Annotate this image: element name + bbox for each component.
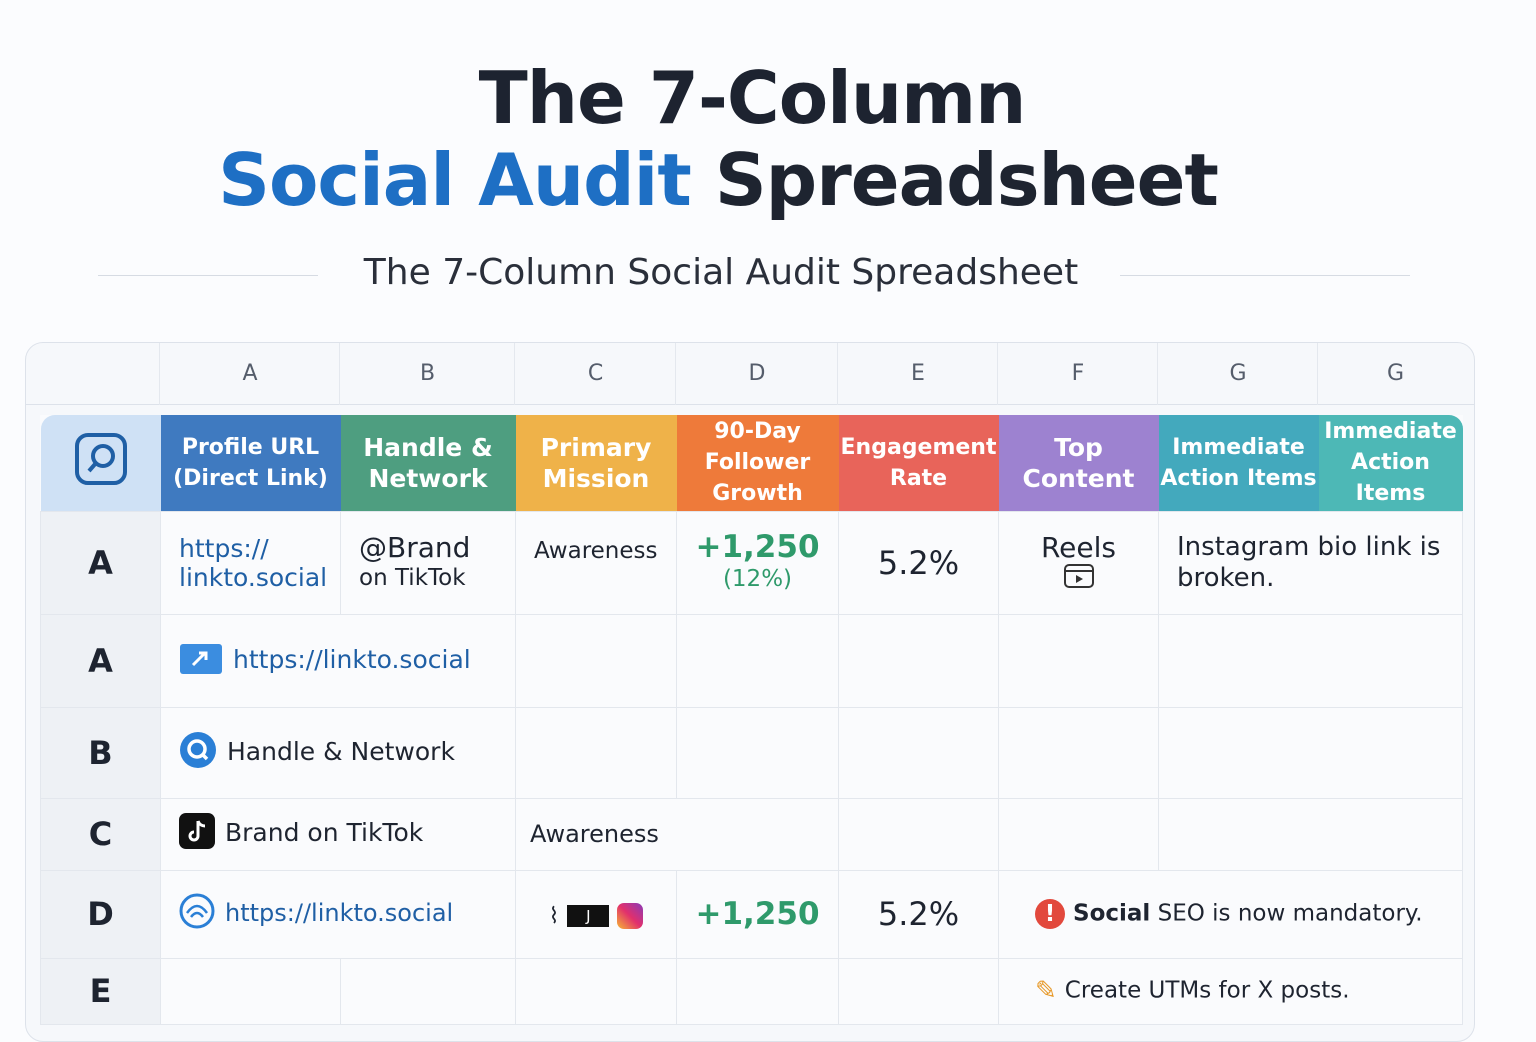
engagement-rate: 5.2% [838, 869, 999, 959]
growth-pct: (12%) [722, 565, 793, 592]
col-letter[interactable]: E [911, 361, 925, 386]
instagram-icon [617, 902, 644, 929]
row-label[interactable]: A [40, 613, 161, 708]
header-follower-growth[interactable]: 90-Day Follower Growth [676, 415, 839, 511]
handle: @Brand [359, 530, 471, 564]
row-label[interactable]: C [40, 797, 161, 871]
tiktok-icon [179, 813, 215, 855]
engagement-rate: 5.2% [838, 510, 999, 615]
action-bold: Social [1073, 900, 1151, 927]
action-item: Create UTMs for X posts. [1064, 977, 1350, 1004]
table-row: C Brand on TikTok Awareness [40, 797, 1463, 871]
header-handle-network[interactable]: Handle & Network [340, 415, 516, 511]
divider [1120, 275, 1410, 276]
table-row: D https://linkto.social ⌇ J +1,250 5.2% … [40, 869, 1463, 959]
title-accent: Social Audit [218, 138, 692, 222]
mission: Awareness [515, 797, 839, 871]
header-row: Profile URL (Direct Link) Handle & Netwo… [40, 415, 1463, 511]
growth: +1,250 [695, 528, 820, 565]
row-label[interactable]: E [40, 957, 161, 1025]
header-engagement-rate[interactable]: Engagement Rate [838, 415, 999, 511]
header-primary-mission[interactable]: Primary Mission [515, 415, 677, 511]
col-letter[interactable]: D [748, 361, 766, 386]
header-profile-url[interactable]: Profile URL (Direct Link) [160, 415, 341, 511]
profile-url-link[interactable]: https:// linkto.social [160, 510, 341, 615]
col-letter[interactable]: A [242, 361, 258, 386]
col-letter[interactable]: F [1071, 361, 1085, 386]
col-letter[interactable]: C [587, 361, 604, 386]
audit-table: Profile URL (Direct Link) Handle & Netwo… [40, 415, 1463, 1025]
profile-url-link[interactable]: https://linkto.social [225, 899, 454, 927]
top-content: Reels [1040, 531, 1117, 564]
handle-network-text: Handle & Network [227, 736, 455, 766]
column-letters: A B C D E F G G [25, 343, 1475, 405]
header-action-items-2[interactable]: Immediate Action Items [1318, 415, 1463, 511]
title-line1: The 7-Column [478, 56, 1027, 140]
action-item: Instagram bio link is broken. [1158, 510, 1463, 615]
clip-icon: ⌇ [548, 903, 560, 929]
table-row: E ✎ Create UTMs for X posts. [40, 957, 1463, 1025]
col-letter[interactable]: G [1386, 361, 1405, 386]
video-icon [1017, 564, 1140, 594]
search-icon[interactable] [40, 415, 161, 511]
row-label[interactable]: A [40, 510, 161, 615]
link-icon [179, 641, 223, 681]
header-action-items[interactable]: Immediate Action Items [1158, 415, 1319, 511]
table-row: A https:// linkto.social @Brand on TikTok… [40, 510, 1463, 615]
table-row: A https://linkto.social [40, 613, 1463, 708]
pencil-icon: ✎ [1035, 976, 1057, 1006]
growth: +1,250 [676, 869, 839, 959]
alert-icon: ! [1035, 899, 1065, 929]
divider [98, 275, 318, 276]
search-circle-icon [179, 731, 217, 775]
tiktok-text: Brand on TikTok [225, 818, 424, 847]
network: on TikTok [359, 564, 466, 591]
subtitle: The 7-Column Social Audit Spreadsheet [363, 252, 1079, 293]
col-letter[interactable]: G [1229, 361, 1247, 386]
action-item: SEO is now mandatory. [1150, 900, 1423, 927]
globe-icon [179, 893, 215, 935]
table-row: B Handle & Network [40, 706, 1463, 799]
header-top-content[interactable]: Top Content [998, 415, 1159, 511]
title-rest: Spreadsheet [714, 138, 1219, 222]
capcut-icon: J [567, 904, 610, 927]
row-label[interactable]: B [40, 706, 161, 799]
profile-url-link[interactable]: https://linkto.social [233, 644, 471, 674]
mission: Awareness [515, 510, 677, 615]
col-letter[interactable]: B [419, 361, 436, 386]
title-line2: Social Audit Spreadsheet [0, 138, 1436, 222]
row-label[interactable]: D [40, 869, 161, 959]
